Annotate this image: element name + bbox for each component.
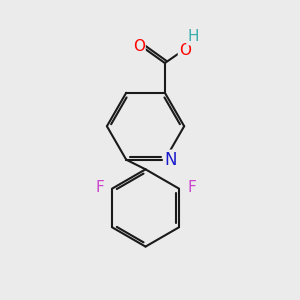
Text: F: F — [187, 180, 196, 195]
Text: F: F — [95, 180, 104, 195]
Text: O: O — [179, 43, 191, 58]
Text: N: N — [164, 151, 176, 169]
Text: O: O — [133, 39, 145, 54]
Text: H: H — [187, 29, 199, 44]
